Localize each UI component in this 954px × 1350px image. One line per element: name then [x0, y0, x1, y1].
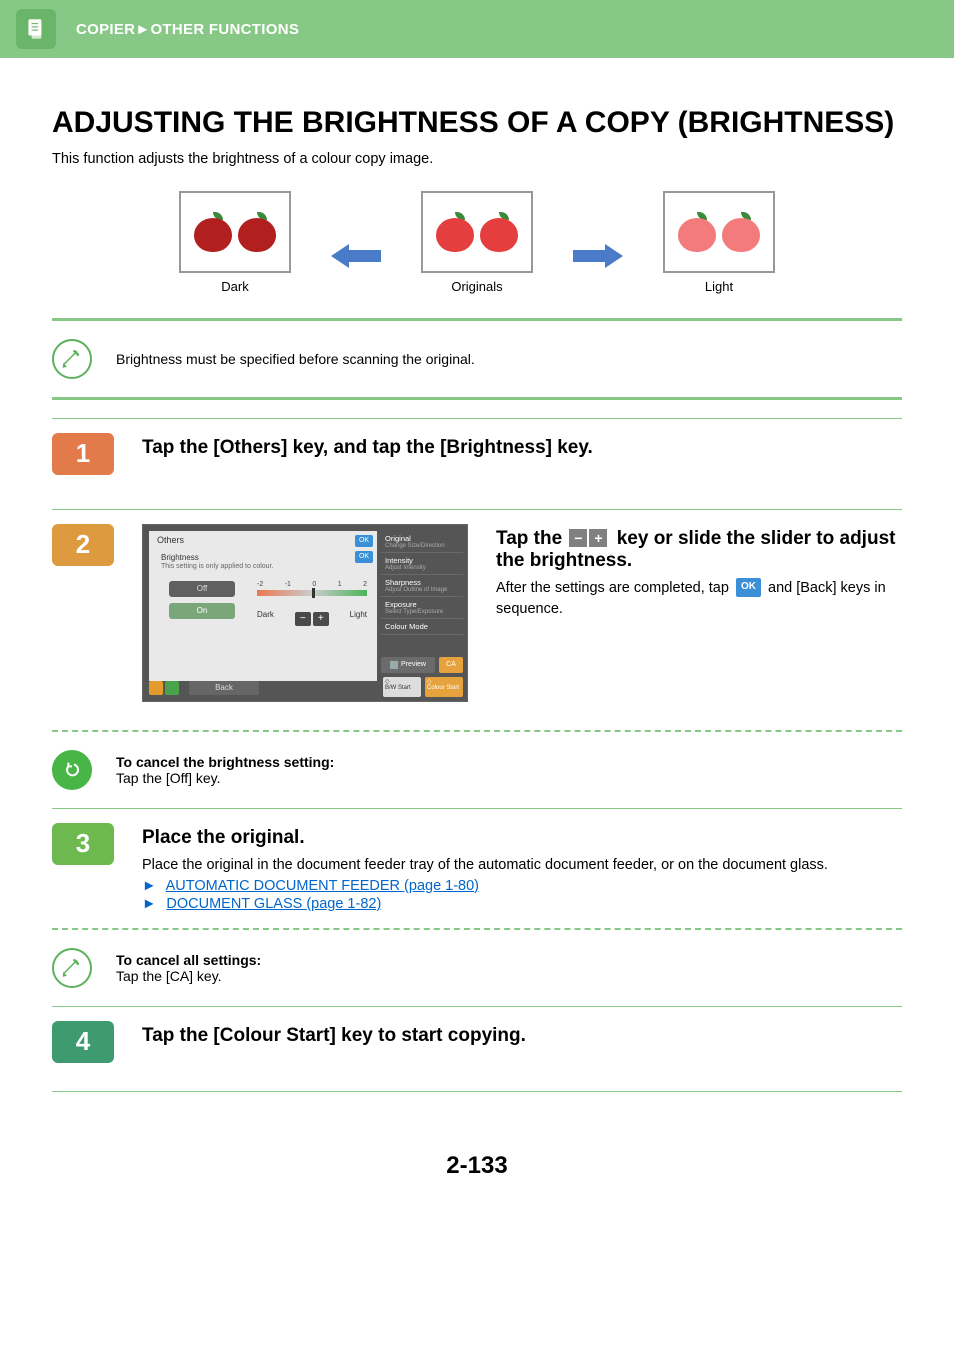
copier-icon — [16, 9, 56, 49]
ss-colour-start-button[interactable]: ◇Colour Start — [425, 677, 463, 697]
step-1: 1 Tap the [Others] key, and tap the [Bri… — [52, 419, 902, 489]
breadcrumb-sep: ► — [135, 21, 150, 38]
header-bar: COPIER►OTHER FUNCTIONS — [0, 0, 954, 58]
scale-num: 0 — [312, 581, 316, 588]
cancel-brightness-body: Tap the [Off] key. — [116, 770, 334, 786]
ss-ca-button[interactable]: CA — [439, 657, 463, 673]
step-4-number: 4 — [52, 1021, 114, 1063]
ss-side-item[interactable]: IntensityAdjust Intensity — [381, 553, 463, 575]
cancel-all-text: To cancel all settings: Tap the [CA] key… — [116, 952, 261, 984]
arrow-right-icon — [573, 244, 623, 268]
step-3: 3 Place the original. Place the original… — [52, 809, 902, 928]
illus-dark: Dark — [179, 191, 291, 294]
step-2-body: After the settings are completed, tap OK… — [496, 578, 902, 620]
info-icon — [52, 339, 92, 379]
step-2-title: Tap the −+ key or slide the slider to ad… — [496, 528, 902, 572]
ss-panel-title: Others — [157, 535, 184, 545]
link-document-glass[interactable]: DOCUMENT GLASS (page 1-82) — [166, 896, 381, 912]
cancel-all-body: Tap the [CA] key. — [116, 968, 261, 984]
ss-side-panel: OriginalChange Size/DirectionIntensityAd… — [381, 531, 463, 635]
cancel-all-heading: To cancel all settings: — [116, 952, 261, 968]
ss-bw-start-button[interactable]: ◇B/W Start — [383, 677, 421, 697]
step-1-number: 1 — [52, 433, 114, 475]
info-icon — [52, 948, 92, 988]
scale-num: 1 — [338, 581, 342, 588]
ss-side-item[interactable]: ExposureSelect Type/Exposure — [381, 597, 463, 619]
intro-text: This function adjusts the brightness of … — [52, 151, 902, 167]
minus-plus-icon: −+ — [569, 529, 609, 547]
ss-side-item[interactable]: OriginalChange Size/Direction — [381, 531, 463, 553]
illustration-row: Dark Originals Light — [52, 191, 902, 294]
ss-preview-button[interactable]: Preview — [381, 657, 435, 673]
step-4-title: Tap the [Colour Start] key to start copy… — [142, 1025, 902, 1047]
ss-side-item[interactable]: SharpnessAdjust Outline of Image — [381, 575, 463, 597]
brightness-screenshot: Others OK OK Brightness This setting is … — [142, 524, 468, 702]
cancel-brightness-heading: To cancel the brightness setting: — [116, 754, 334, 770]
note-top-text: Brightness must be specified before scan… — [116, 351, 475, 367]
arrow-left-icon — [331, 244, 381, 268]
step-2: 2 Others OK OK Brightness This setting i… — [52, 510, 902, 716]
note-top: Brightness must be specified before scan… — [52, 321, 902, 397]
ss-slider[interactable] — [257, 590, 367, 596]
breadcrumb-prefix: COPIER — [76, 21, 135, 38]
ss-section: Brightness — [161, 553, 199, 562]
page-title: ADJUSTING THE BRIGHTNESS OF A COPY (BRIG… — [52, 106, 902, 141]
link-arrow-icon: ► — [142, 878, 156, 894]
step-3-title: Place the original. — [142, 827, 902, 849]
step-3-body: Place the original in the document feede… — [142, 855, 902, 876]
illus-label-center: Originals — [421, 279, 533, 294]
undo-icon — [52, 750, 92, 790]
link-row: ► DOCUMENT GLASS (page 1-82) — [142, 896, 902, 912]
ok-icon: OK — [736, 578, 761, 597]
ss-ok-button[interactable]: OK — [355, 551, 373, 563]
illus-light: Light — [663, 191, 775, 294]
link-arrow-icon: ► — [142, 896, 156, 912]
scale-num: -1 — [285, 581, 291, 588]
link-row: ► AUTOMATIC DOCUMENT FEEDER (page 1-80) — [142, 878, 902, 894]
step-4: 4 Tap the [Colour Start] key to start co… — [52, 1007, 902, 1077]
link-adf[interactable]: AUTOMATIC DOCUMENT FEEDER (page 1-80) — [166, 878, 479, 894]
favorite-icon[interactable] — [149, 681, 163, 695]
step-1-title: Tap the [Others] key, and tap the [Brigh… — [142, 437, 902, 459]
step-2-title-pre: Tap the — [496, 528, 567, 549]
ss-scale: -2 -1 0 1 2 Dark −+ Light — [257, 581, 367, 626]
illus-label-dark: Dark — [179, 279, 291, 294]
divider — [52, 1091, 902, 1092]
illus-originals: Originals — [421, 191, 533, 294]
page-number: 2-133 — [52, 1152, 902, 1180]
illus-label-right: Light — [663, 279, 775, 294]
step-2-number: 2 — [52, 524, 114, 566]
ss-off-button[interactable]: Off — [169, 581, 235, 597]
ss-on-button[interactable]: On — [169, 603, 235, 619]
cancel-all-note: To cancel all settings: Tap the [CA] key… — [52, 930, 902, 1006]
ss-back-button[interactable]: Back — [189, 681, 259, 695]
step-2-body-pre: After the settings are completed, tap — [496, 580, 733, 596]
ss-ok-button[interactable]: OK — [355, 535, 373, 547]
ss-section-sub: This setting is only applied to colour. — [161, 563, 273, 570]
scale-num: -2 — [257, 581, 263, 588]
ss-pm-buttons[interactable]: −+ — [295, 612, 329, 626]
cancel-brightness-note: To cancel the brightness setting: Tap th… — [52, 732, 902, 808]
ss-side-item[interactable]: Colour Mode — [381, 619, 463, 635]
cancel-brightness-text: To cancel the brightness setting: Tap th… — [116, 754, 334, 786]
scale-right: Light — [350, 610, 367, 626]
step-3-number: 3 — [52, 823, 114, 865]
scale-left: Dark — [257, 610, 274, 626]
scale-num: 2 — [363, 581, 367, 588]
check-icon[interactable] — [165, 681, 179, 695]
breadcrumb: COPIER►OTHER FUNCTIONS — [76, 21, 299, 38]
breadcrumb-section: OTHER FUNCTIONS — [150, 21, 299, 38]
page-content: ADJUSTING THE BRIGHTNESS OF A COPY (BRIG… — [0, 58, 954, 1220]
